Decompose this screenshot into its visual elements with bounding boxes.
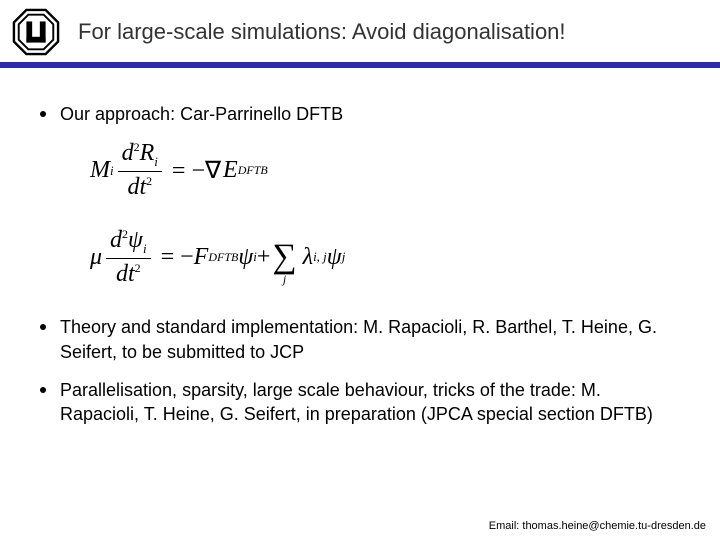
bullet-text: Theory and standard implementation: M. R… xyxy=(60,315,680,364)
eq2-den-dt: dt xyxy=(116,261,135,287)
eq2-sum-sym: ∑ xyxy=(272,245,296,269)
equation-newton: Mi d2Ri dt2 = −∇EDFTB xyxy=(90,140,680,200)
eq2-psij: ψ xyxy=(327,244,342,271)
eq1-den-dt: dt xyxy=(127,174,146,200)
eq1-fraction: d2Ri dt2 xyxy=(118,140,162,200)
eq2-Fsup: DFTB xyxy=(208,250,238,265)
eq2-psij-sub: j xyxy=(342,249,346,265)
eq2-equals: = − xyxy=(161,244,194,271)
eq2-den-exp: 2 xyxy=(135,261,141,275)
bullet-parallel: Parallelisation, sparsity, large scale b… xyxy=(40,378,680,427)
eq2-psii: ψ xyxy=(238,244,253,271)
bullet-dot-icon xyxy=(40,387,46,393)
eq2-lambda-sub: i, j xyxy=(313,249,327,265)
eq1-num-R: R xyxy=(140,140,155,166)
slide-title: For large-scale simulations: Avoid diago… xyxy=(78,19,566,45)
eq2-F: F xyxy=(194,244,209,271)
equations-block: Mi d2Ri dt2 = −∇EDFTB μ d2ψi d xyxy=(90,140,680,287)
eq2-lambda: λ xyxy=(303,244,313,271)
eq1-E: E xyxy=(223,157,238,184)
eq2-mu: μ xyxy=(90,244,102,271)
slide-header: For large-scale simulations: Avoid diago… xyxy=(0,0,720,56)
eq1-num-d: d xyxy=(122,140,134,166)
eq2-num-psisub: i xyxy=(143,241,147,256)
eq1-M: M xyxy=(90,157,110,184)
eq2-num-psi: ψ xyxy=(128,227,143,253)
eq2-plus: + xyxy=(257,244,271,271)
bullet-text: Parallelisation, sparsity, large scale b… xyxy=(60,378,680,427)
eq1-Msub: i xyxy=(110,163,114,179)
bullet-text: Our approach: Car-Parrinello DFTB xyxy=(60,102,680,126)
eq1-den-exp: 2 xyxy=(146,174,152,188)
eq2-fraction: d2ψi dt2 xyxy=(106,227,151,287)
eq1-Esup: DFTB xyxy=(238,163,268,178)
eq1-nabla: = −∇ xyxy=(172,156,221,185)
eq2-sum-under: j xyxy=(283,275,286,283)
footer-email: Email: thomas.heine@chemie.tu-dresden.de xyxy=(489,520,706,532)
bullet-dot-icon xyxy=(40,111,46,117)
bullet-theory: Theory and standard implementation: M. R… xyxy=(40,315,680,364)
institution-logo-icon xyxy=(12,8,60,56)
eq2-sum-icon: ∑ j xyxy=(272,245,296,269)
equation-cp: μ d2ψi dt2 = −FDFTBψi + ∑ j λi, jψj xyxy=(90,227,680,287)
slide-content: Our approach: Car-Parrinello DFTB Mi d2R… xyxy=(0,68,720,426)
bullet-dot-icon xyxy=(40,324,46,330)
bullet-approach: Our approach: Car-Parrinello DFTB xyxy=(40,102,680,126)
eq2-num-d: d xyxy=(110,227,122,253)
eq1-num-Rsub: i xyxy=(154,154,158,169)
